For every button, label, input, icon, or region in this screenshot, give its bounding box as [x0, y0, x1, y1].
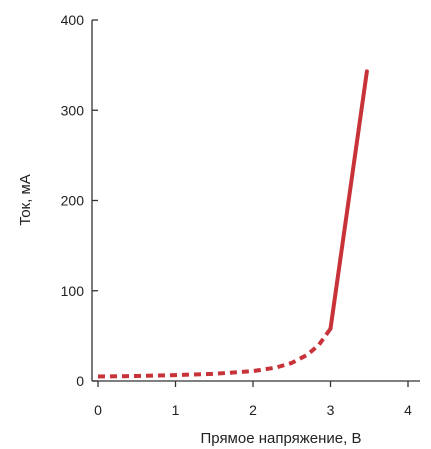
- axes: [91, 20, 420, 382]
- x-ticks: 0 1 2 3 4: [94, 381, 412, 418]
- series-line-dashed: [97, 327, 333, 379]
- plot-area: [97, 69, 369, 379]
- y-tick-label: 0: [76, 373, 84, 389]
- y-tick-label: 200: [61, 193, 85, 209]
- y-tick-label: 300: [61, 102, 85, 118]
- y-tick-label: 400: [61, 12, 85, 28]
- x-tick-label: 0: [94, 402, 102, 418]
- series-line-solid: [328, 69, 369, 331]
- x-axis-title: Прямое напряжение, В: [200, 430, 361, 447]
- y-axis-title: Ток, мА: [17, 174, 34, 226]
- y-ticks: 0 100 200 300 400: [61, 12, 98, 389]
- y-tick-label: 100: [61, 283, 85, 299]
- x-tick-label: 3: [327, 402, 335, 418]
- x-tick-label: 4: [404, 402, 412, 418]
- x-tick-label: 2: [249, 402, 257, 418]
- x-tick-label: 1: [172, 402, 180, 418]
